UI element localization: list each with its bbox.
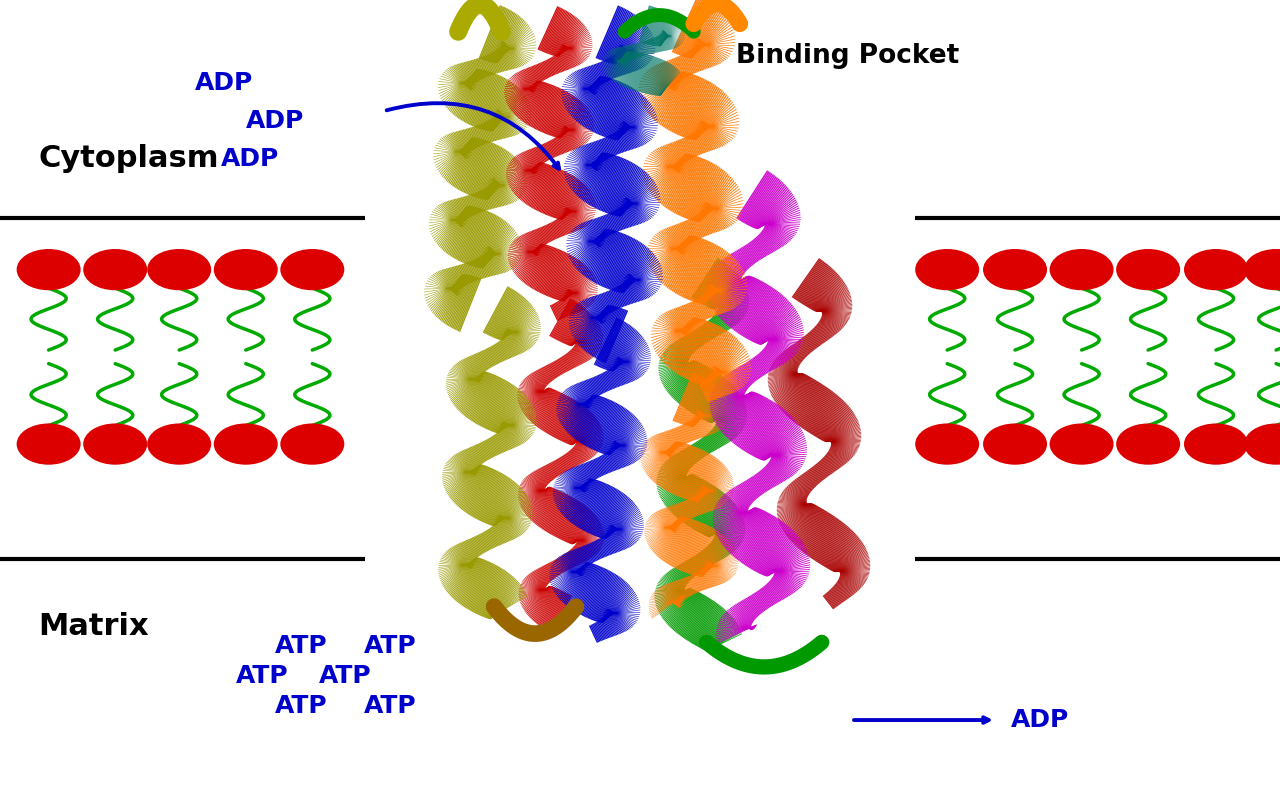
Ellipse shape	[915, 249, 979, 290]
Ellipse shape	[214, 249, 278, 290]
Text: Matrix: Matrix	[38, 612, 148, 641]
Ellipse shape	[915, 423, 979, 465]
Ellipse shape	[983, 423, 1047, 465]
Ellipse shape	[1244, 249, 1280, 290]
Text: ATP: ATP	[364, 634, 417, 658]
Ellipse shape	[214, 423, 278, 465]
Text: ATP: ATP	[364, 694, 417, 718]
Text: ATP: ATP	[274, 634, 328, 658]
Ellipse shape	[17, 423, 81, 465]
Text: ADP: ADP	[220, 147, 279, 170]
Text: ATP: ATP	[236, 664, 289, 688]
Ellipse shape	[83, 423, 147, 465]
Ellipse shape	[1116, 249, 1180, 290]
Ellipse shape	[1184, 423, 1248, 465]
Ellipse shape	[147, 423, 211, 465]
Ellipse shape	[1244, 423, 1280, 465]
Ellipse shape	[280, 249, 344, 290]
Ellipse shape	[83, 249, 147, 290]
Ellipse shape	[983, 249, 1047, 290]
Ellipse shape	[1184, 249, 1248, 290]
Text: ATP: ATP	[319, 664, 372, 688]
Ellipse shape	[1116, 423, 1180, 465]
Text: ADP: ADP	[1011, 708, 1070, 732]
Text: ATP: ATP	[274, 694, 328, 718]
Ellipse shape	[1050, 249, 1114, 290]
Text: ADP: ADP	[195, 71, 253, 95]
Text: Cytoplasm: Cytoplasm	[38, 144, 219, 173]
Ellipse shape	[280, 423, 344, 465]
Ellipse shape	[147, 249, 211, 290]
Text: ADP: ADP	[246, 109, 305, 132]
Text: Binding Pocket: Binding Pocket	[736, 43, 959, 68]
Ellipse shape	[17, 249, 81, 290]
Ellipse shape	[1050, 423, 1114, 465]
